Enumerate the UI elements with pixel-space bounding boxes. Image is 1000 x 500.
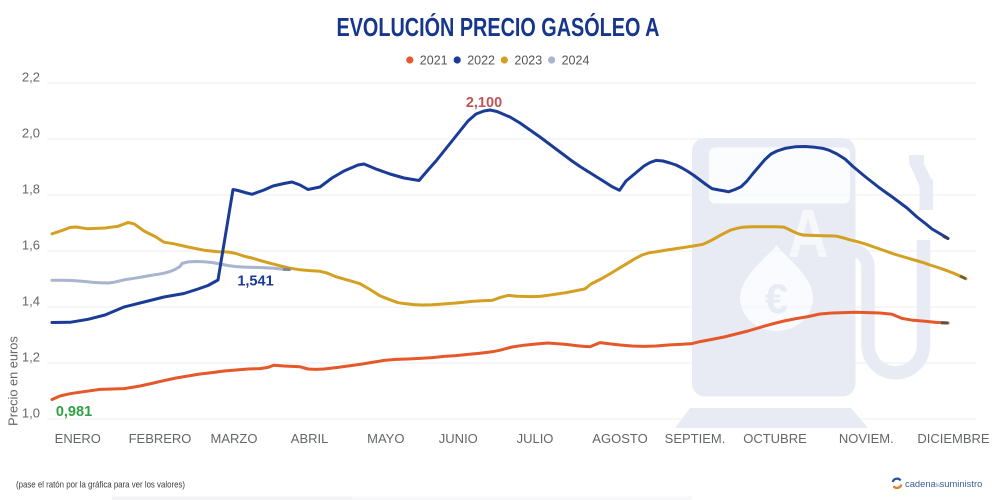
svg-text:EVOLUCIÓN PRECIO GASÓLEO A: EVOLUCIÓN PRECIO GASÓLEO A: [337, 12, 660, 42]
svg-text:2021: 2021: [420, 54, 448, 68]
svg-text:1,0: 1,0: [22, 406, 40, 421]
svg-text:cadena: cadena: [905, 478, 937, 489]
svg-text:0,981: 0,981: [56, 404, 92, 420]
svg-text:SEPTIEM.: SEPTIEM.: [665, 431, 726, 446]
svg-text:€: €: [765, 275, 788, 322]
svg-text:1,8: 1,8: [22, 182, 40, 197]
svg-text:FEBRERO: FEBRERO: [129, 431, 192, 446]
svg-text:ENERO: ENERO: [55, 431, 101, 446]
svg-text:1,2: 1,2: [22, 350, 40, 365]
svg-text:MARZO: MARZO: [211, 431, 258, 446]
svg-text:Precio en euros: Precio en euros: [6, 336, 21, 426]
svg-text:OCTUBRE: OCTUBRE: [743, 431, 807, 446]
svg-text:1,541: 1,541: [237, 274, 273, 290]
svg-text:NOVIEM.: NOVIEM.: [839, 431, 894, 446]
svg-text:2,2: 2,2: [22, 70, 40, 85]
svg-text:2024: 2024: [562, 54, 590, 68]
svg-text:2022: 2022: [467, 54, 495, 68]
svg-text:ABRIL: ABRIL: [291, 431, 329, 446]
svg-text:JUNIO: JUNIO: [439, 431, 478, 446]
svg-text:1,4: 1,4: [22, 294, 40, 309]
svg-text:MAYO: MAYO: [367, 431, 404, 446]
svg-text:AGOSTO: AGOSTO: [592, 431, 647, 446]
svg-text:2023: 2023: [514, 54, 542, 68]
svg-text:2,100: 2,100: [466, 95, 502, 111]
svg-text:(pase el ratón por la gráfica: (pase el ratón por la gráfica para ver l…: [16, 480, 185, 490]
svg-text:suministro: suministro: [940, 478, 983, 489]
svg-text:2,0: 2,0: [22, 126, 40, 141]
svg-text:1,6: 1,6: [22, 238, 40, 253]
svg-text:DICIEMBRE: DICIEMBRE: [917, 431, 990, 446]
svg-text:JULIO: JULIO: [517, 431, 554, 446]
svg-text:de: de: [934, 483, 941, 489]
